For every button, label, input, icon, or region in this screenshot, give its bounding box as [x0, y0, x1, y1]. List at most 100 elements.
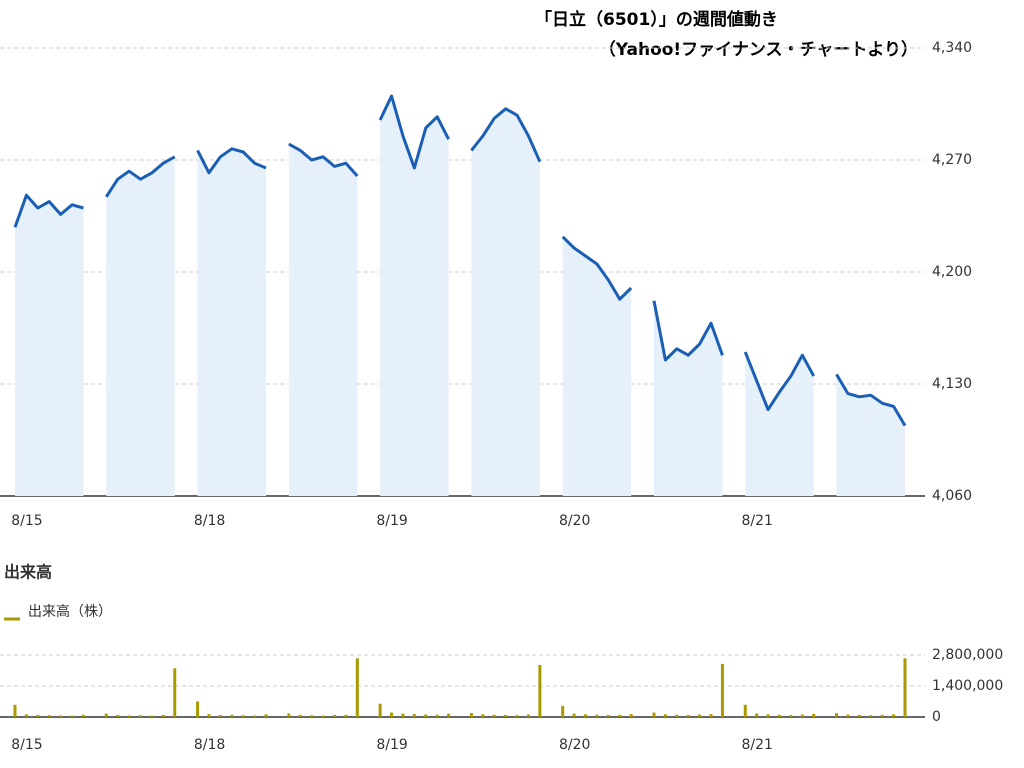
volume-bar	[310, 715, 314, 717]
volume-bar	[675, 714, 679, 717]
price-line	[835, 373, 907, 427]
volume-bar	[241, 715, 245, 717]
volume-bar	[561, 705, 565, 717]
volume-bar	[538, 664, 542, 717]
x-tick-label: 8/15	[11, 513, 42, 529]
volume-bar	[424, 714, 428, 717]
area	[106, 156, 175, 497]
price-line	[288, 142, 359, 177]
volume-bar	[378, 703, 382, 717]
price-line	[470, 107, 542, 163]
price-line	[13, 193, 84, 228]
volume-bar	[686, 715, 690, 717]
volume-bar	[743, 704, 747, 717]
volume-bar	[857, 715, 861, 717]
volume-bar	[321, 715, 325, 717]
volume-bar	[469, 713, 473, 717]
volume-bar	[104, 713, 108, 717]
volume-bar	[869, 715, 873, 717]
volume-bar	[755, 713, 759, 717]
volume-bar	[515, 715, 519, 717]
area	[471, 108, 540, 497]
area	[653, 300, 723, 496]
volume-bar	[777, 714, 781, 717]
volume-bar	[652, 712, 656, 717]
volume-bar	[161, 715, 165, 717]
area	[562, 236, 632, 497]
volume-bar	[196, 701, 200, 717]
volume-bar	[70, 715, 74, 717]
volume-bar	[116, 715, 120, 717]
y-tick-label: 4,340	[932, 40, 972, 56]
x-tick-label: 8/19	[376, 737, 407, 753]
volume-bar	[618, 714, 622, 717]
volume-bar	[401, 713, 405, 717]
volume-bar	[447, 713, 451, 717]
area	[197, 148, 267, 497]
price-line	[378, 94, 450, 170]
volume-bar	[663, 714, 667, 717]
volume-bar	[846, 714, 850, 717]
volume-bar	[492, 714, 496, 717]
x-tick-label: 8/18	[194, 737, 225, 753]
volume-bar	[230, 714, 234, 717]
volume-bar	[698, 714, 702, 717]
y-tick-label: 4,200	[932, 264, 972, 280]
volume-bar	[435, 714, 439, 717]
area	[380, 96, 449, 496]
volume-bar	[355, 658, 359, 717]
x-tick-label: 8/20	[559, 513, 590, 529]
volume-bar	[127, 715, 131, 717]
y-tick-label: 4,130	[932, 376, 972, 392]
x-tick-label: 8/21	[742, 513, 773, 529]
area	[745, 352, 814, 496]
volume-bar	[81, 714, 85, 717]
price-line	[196, 147, 267, 175]
volume-bar	[332, 715, 336, 717]
volume-bar	[526, 714, 530, 717]
volume-bar	[287, 713, 291, 717]
volume-bar	[720, 663, 724, 717]
volume-bar	[253, 715, 257, 717]
price-line	[652, 300, 724, 362]
volume-bar	[709, 714, 713, 717]
area	[15, 195, 84, 496]
volume-bar	[572, 713, 576, 717]
volume-bar	[173, 668, 177, 717]
volume-bar	[789, 715, 793, 717]
volume-bar	[390, 712, 394, 717]
y-tick-label: 2,800,000	[932, 647, 1003, 663]
y-tick-label: 4,060	[932, 488, 972, 504]
volume-title: 出来高	[4, 563, 52, 582]
area	[836, 374, 905, 496]
price-line	[561, 235, 633, 301]
volume-bar	[47, 715, 51, 717]
x-tick-label: 8/15	[11, 737, 42, 753]
volume-bar	[481, 714, 485, 717]
volume-bar	[264, 714, 268, 717]
volume-bar	[800, 714, 804, 717]
volume-bar	[344, 714, 348, 717]
volume-bar	[880, 714, 884, 717]
volume-bar	[13, 704, 17, 717]
volume-bar	[892, 714, 896, 717]
volume-bar	[207, 714, 211, 717]
volume-bar	[24, 714, 28, 717]
volume-bar	[584, 714, 588, 717]
volume-bar	[629, 714, 633, 717]
x-tick-label: 8/20	[559, 737, 590, 753]
volume-bar	[504, 715, 508, 717]
volume-bar	[812, 713, 816, 717]
price-line	[105, 155, 176, 198]
x-tick-label: 8/18	[194, 513, 225, 529]
volume-bar	[903, 658, 907, 717]
x-tick-label: 8/19	[376, 513, 407, 529]
volume-bar	[36, 715, 40, 717]
volume-bar	[595, 714, 599, 717]
volume-bar	[606, 715, 610, 717]
volume-bar	[298, 714, 302, 717]
y-tick-label: 1,400,000	[932, 678, 1003, 694]
volume-bar	[835, 713, 839, 717]
